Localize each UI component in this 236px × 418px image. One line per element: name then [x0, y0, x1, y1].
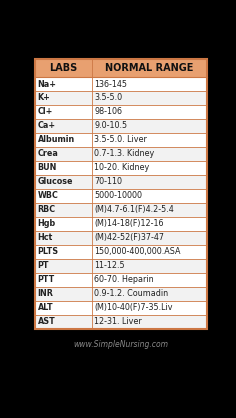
Text: WBC: WBC [38, 191, 59, 200]
Text: (M)10-40(F)7-35.Liv: (M)10-40(F)7-35.Liv [94, 303, 173, 312]
Text: 60-70. Heparin: 60-70. Heparin [94, 275, 154, 284]
Text: 70-110: 70-110 [94, 177, 122, 186]
Bar [35, 189, 207, 203]
Text: 12-31. Liver: 12-31. Liver [94, 317, 142, 326]
Text: ALT: ALT [38, 303, 53, 312]
Text: AST: AST [38, 317, 55, 326]
Bar [35, 217, 207, 231]
Text: 98-106: 98-106 [94, 107, 122, 117]
Text: PTT: PTT [38, 275, 55, 284]
Text: RBC: RBC [38, 205, 56, 214]
Text: 9.0-10.5: 9.0-10.5 [94, 122, 128, 130]
Text: Cl+: Cl+ [38, 107, 53, 117]
Text: 150,000-400,000.ASA: 150,000-400,000.ASA [94, 247, 181, 256]
Text: 3.5-5.0. Liver: 3.5-5.0. Liver [94, 135, 147, 144]
Text: 3.5-5.0: 3.5-5.0 [94, 94, 122, 102]
Text: K+: K+ [38, 94, 51, 102]
Bar [35, 59, 207, 329]
Bar [35, 301, 207, 315]
Bar [35, 287, 207, 301]
Bar [35, 315, 207, 329]
Bar [35, 259, 207, 273]
Text: INR: INR [38, 289, 54, 298]
Bar [35, 245, 207, 259]
Text: 0.9-1.2. Coumadin: 0.9-1.2. Coumadin [94, 289, 169, 298]
Text: 10-20. Kidney: 10-20. Kidney [94, 163, 150, 172]
Text: Ca+: Ca+ [38, 122, 56, 130]
Text: Na+: Na+ [38, 79, 57, 89]
Text: Albumin: Albumin [38, 135, 75, 144]
Bar [35, 77, 207, 91]
Text: 11-12.5: 11-12.5 [94, 261, 125, 270]
Text: Crea: Crea [38, 149, 59, 158]
Bar [35, 273, 207, 287]
Text: (M)42-52(F)37-47: (M)42-52(F)37-47 [94, 233, 164, 242]
Bar [35, 105, 207, 119]
Text: LABS: LABS [49, 63, 77, 73]
Text: Glucose: Glucose [38, 177, 73, 186]
Bar [35, 59, 207, 329]
Text: (M)4.7-6.1(F)4.2-5.4: (M)4.7-6.1(F)4.2-5.4 [94, 205, 174, 214]
Bar [35, 59, 207, 77]
Text: (M)14-18(F)12-16: (M)14-18(F)12-16 [94, 219, 164, 228]
Bar [35, 147, 207, 161]
Text: www.SimpleNursing.com: www.SimpleNursing.com [73, 340, 169, 349]
Bar [35, 203, 207, 217]
Bar [35, 161, 207, 175]
Text: Hct: Hct [38, 233, 53, 242]
Text: PT: PT [38, 261, 49, 270]
Text: Hgb: Hgb [38, 219, 56, 228]
Bar [35, 91, 207, 105]
Bar [35, 175, 207, 189]
Text: BUN: BUN [38, 163, 57, 172]
Bar [35, 231, 207, 245]
Text: 0.7-1.3. Kidney: 0.7-1.3. Kidney [94, 149, 155, 158]
Bar [35, 119, 207, 133]
Bar [35, 133, 207, 147]
Text: 136-145: 136-145 [94, 79, 127, 89]
Text: 5000-10000: 5000-10000 [94, 191, 143, 200]
Text: PLTS: PLTS [38, 247, 59, 256]
Text: NORMAL RANGE: NORMAL RANGE [105, 63, 194, 73]
